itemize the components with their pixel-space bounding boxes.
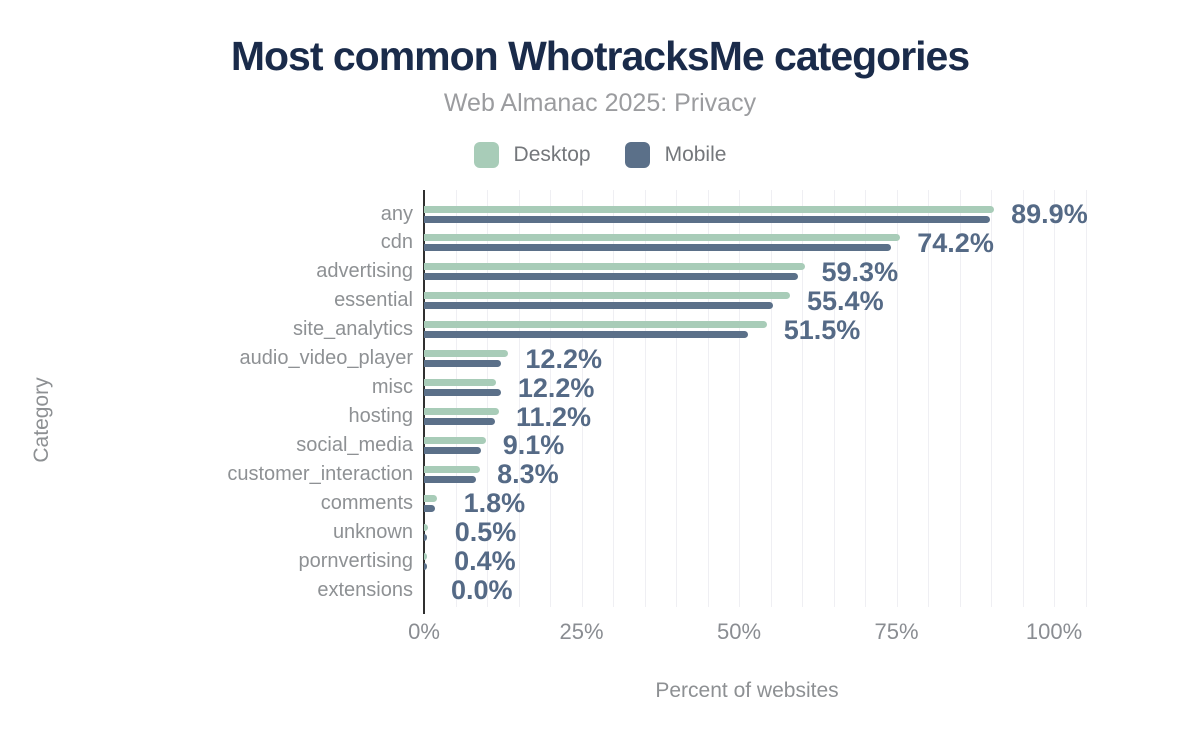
x-tick-label-0%: 0% bbox=[408, 619, 440, 644]
data-label-advertising: 59.3% bbox=[821, 256, 899, 287]
gridline bbox=[991, 190, 992, 607]
y-axis-title: Category bbox=[30, 377, 53, 463]
category-label-misc: misc bbox=[371, 376, 413, 399]
category-label-essential: essential bbox=[334, 289, 413, 312]
category-label-site_analytics: site_analytics bbox=[292, 318, 413, 341]
gridline bbox=[1085, 190, 1087, 607]
chart-subtitle: Web Almanac 2025: Privacy bbox=[443, 89, 757, 117]
bar-desktop-any bbox=[424, 205, 995, 213]
category-label-social_media: social_media bbox=[296, 433, 413, 456]
gridline bbox=[550, 190, 551, 607]
category-label-customer_interaction: customer_interaction bbox=[227, 462, 413, 485]
bar-desktop-unknown bbox=[424, 523, 428, 531]
bar-mobile-any bbox=[424, 215, 991, 223]
data-label-misc: 12.2% bbox=[517, 372, 595, 403]
gridline bbox=[896, 190, 898, 607]
legend-label-desktop: Desktop bbox=[513, 143, 591, 166]
data-label-site_analytics: 51.5% bbox=[783, 314, 861, 345]
category-label-unknown: unknown bbox=[332, 520, 413, 543]
bar-desktop-customer_interaction bbox=[424, 465, 481, 473]
gridline bbox=[487, 190, 488, 607]
data-label-hosting: 11.2% bbox=[515, 401, 592, 432]
gridline bbox=[1054, 190, 1055, 607]
legend-swatch-mobile bbox=[624, 142, 650, 168]
category-label-hosting: hosting bbox=[348, 405, 414, 427]
legend-label-mobile: Mobile bbox=[664, 143, 727, 166]
bar-mobile-cdn bbox=[424, 244, 892, 252]
bar-desktop-cdn bbox=[424, 234, 901, 242]
gridline bbox=[1022, 190, 1024, 607]
bar-mobile-social_media bbox=[424, 446, 482, 454]
x-tick-label-100%: 100% bbox=[1025, 619, 1083, 644]
bar-mobile-unknown bbox=[424, 533, 428, 541]
bar-desktop-site_analytics bbox=[424, 321, 767, 329]
category-label-cdn: cdn bbox=[380, 231, 413, 254]
x-axis-zero-tick bbox=[423, 607, 425, 614]
data-label-social_media: 9.1% bbox=[502, 430, 565, 461]
bar-desktop-essential bbox=[424, 292, 791, 300]
chart-title: Most common WhotracksMe categories bbox=[230, 33, 970, 79]
gridline bbox=[518, 190, 520, 607]
data-label-audio_video_player: 12.2% bbox=[525, 343, 602, 374]
gridline bbox=[802, 190, 803, 607]
category-label-audio_video_player: audio_video_player bbox=[239, 347, 413, 370]
data-label-cdn: 74.2% bbox=[917, 227, 994, 258]
bar-mobile-comments bbox=[424, 504, 436, 512]
gridline bbox=[613, 190, 614, 607]
x-tick-label-75%: 75% bbox=[874, 619, 919, 644]
category-label-comments: comments bbox=[320, 491, 413, 514]
x-tick-label-25%: 25% bbox=[559, 619, 604, 644]
bar-desktop-comments bbox=[424, 494, 437, 502]
gridline bbox=[581, 190, 583, 607]
bar-mobile-misc bbox=[424, 389, 501, 397]
data-label-essential: 55.4% bbox=[807, 285, 884, 316]
bar-mobile-pornvertising bbox=[424, 562, 427, 570]
category-label-pornvertising: pornvertising bbox=[298, 549, 413, 572]
gridline bbox=[455, 190, 457, 607]
data-label-unknown: 0.5% bbox=[454, 517, 517, 548]
bar-desktop-social_media bbox=[424, 436, 486, 444]
x-tick-label-50%: 50% bbox=[716, 619, 762, 644]
bar-mobile-audio_video_player bbox=[424, 360, 501, 368]
gridline bbox=[865, 190, 866, 607]
legend: Desktop Mobile bbox=[0, 142, 1200, 168]
gridline bbox=[928, 190, 929, 607]
gridline bbox=[676, 190, 677, 607]
gridline bbox=[739, 190, 740, 607]
data-label-customer_interaction: 8.3% bbox=[497, 459, 559, 490]
legend-swatch-desktop bbox=[473, 142, 499, 168]
bar-desktop-audio_video_player bbox=[424, 350, 509, 358]
y-axis-line bbox=[423, 190, 425, 607]
bar-mobile-advertising bbox=[424, 273, 798, 281]
bar-desktop-pornvertising bbox=[424, 552, 428, 560]
bar-desktop-advertising bbox=[424, 263, 805, 271]
bar-mobile-site_analytics bbox=[424, 331, 749, 339]
data-label-any: 89.9% bbox=[1011, 199, 1088, 229]
gridline bbox=[707, 190, 709, 607]
legend-item-mobile[interactable]: Mobile bbox=[624, 142, 727, 168]
bar-desktop-misc bbox=[424, 379, 496, 387]
data-label-comments: 1.8% bbox=[463, 488, 526, 519]
bar-desktop-hosting bbox=[424, 408, 499, 415]
x-axis-title: Percent of websites bbox=[655, 679, 839, 702]
category-label-any: any bbox=[380, 202, 413, 225]
bar-mobile-essential bbox=[424, 302, 774, 310]
bar-mobile-hosting bbox=[424, 418, 495, 425]
gridline bbox=[959, 190, 961, 607]
data-label-extensions: 0.0% bbox=[451, 575, 513, 606]
category-label-extensions: extensions bbox=[317, 578, 413, 601]
data-label-pornvertising: 0.4% bbox=[454, 546, 516, 577]
gridline bbox=[644, 190, 646, 607]
category-label-advertising: advertising bbox=[316, 260, 413, 283]
gridline bbox=[770, 190, 772, 607]
gridline bbox=[833, 190, 835, 607]
legend-item-desktop[interactable]: Desktop bbox=[473, 142, 591, 168]
bar-mobile-customer_interaction bbox=[424, 475, 477, 483]
